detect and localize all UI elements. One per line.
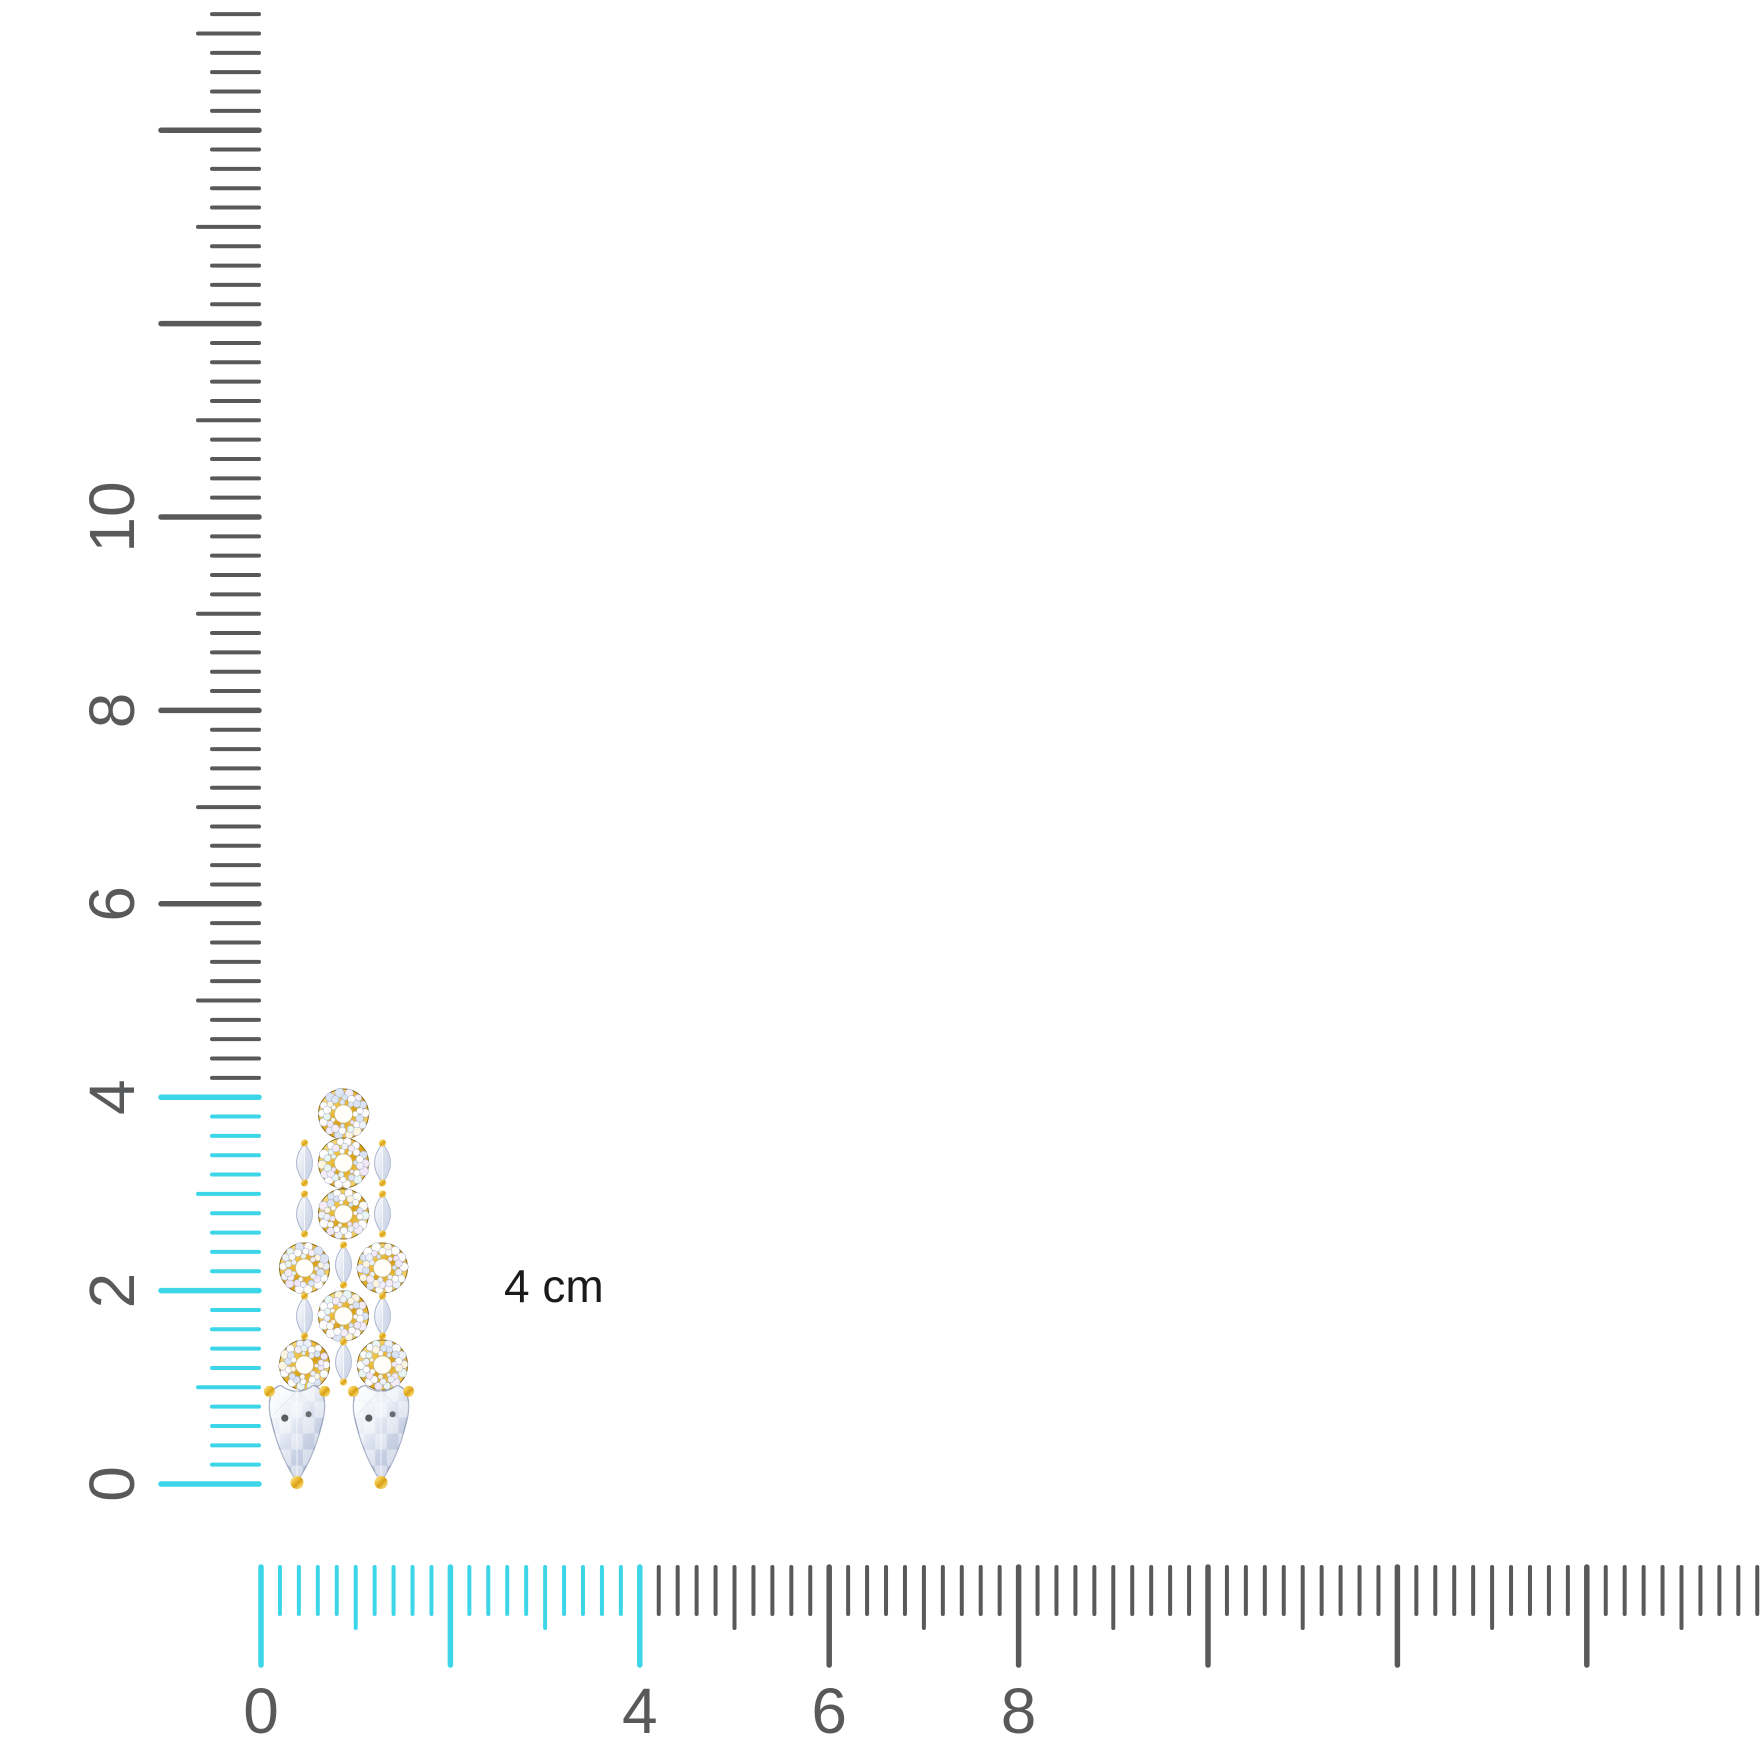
svg-text:0: 0 bbox=[243, 1675, 279, 1747]
svg-text:8: 8 bbox=[1001, 1675, 1037, 1747]
svg-text:6: 6 bbox=[811, 1675, 847, 1747]
svg-text:0: 0 bbox=[76, 1466, 148, 1502]
svg-text:2: 2 bbox=[76, 1273, 148, 1309]
svg-text:4: 4 bbox=[622, 1675, 658, 1747]
svg-text:10: 10 bbox=[76, 481, 148, 552]
svg-text:8: 8 bbox=[76, 693, 148, 729]
svg-text:4 cm: 4 cm bbox=[504, 1260, 604, 1312]
svg-text:4: 4 bbox=[76, 1079, 148, 1115]
svg-text:6: 6 bbox=[76, 886, 148, 922]
